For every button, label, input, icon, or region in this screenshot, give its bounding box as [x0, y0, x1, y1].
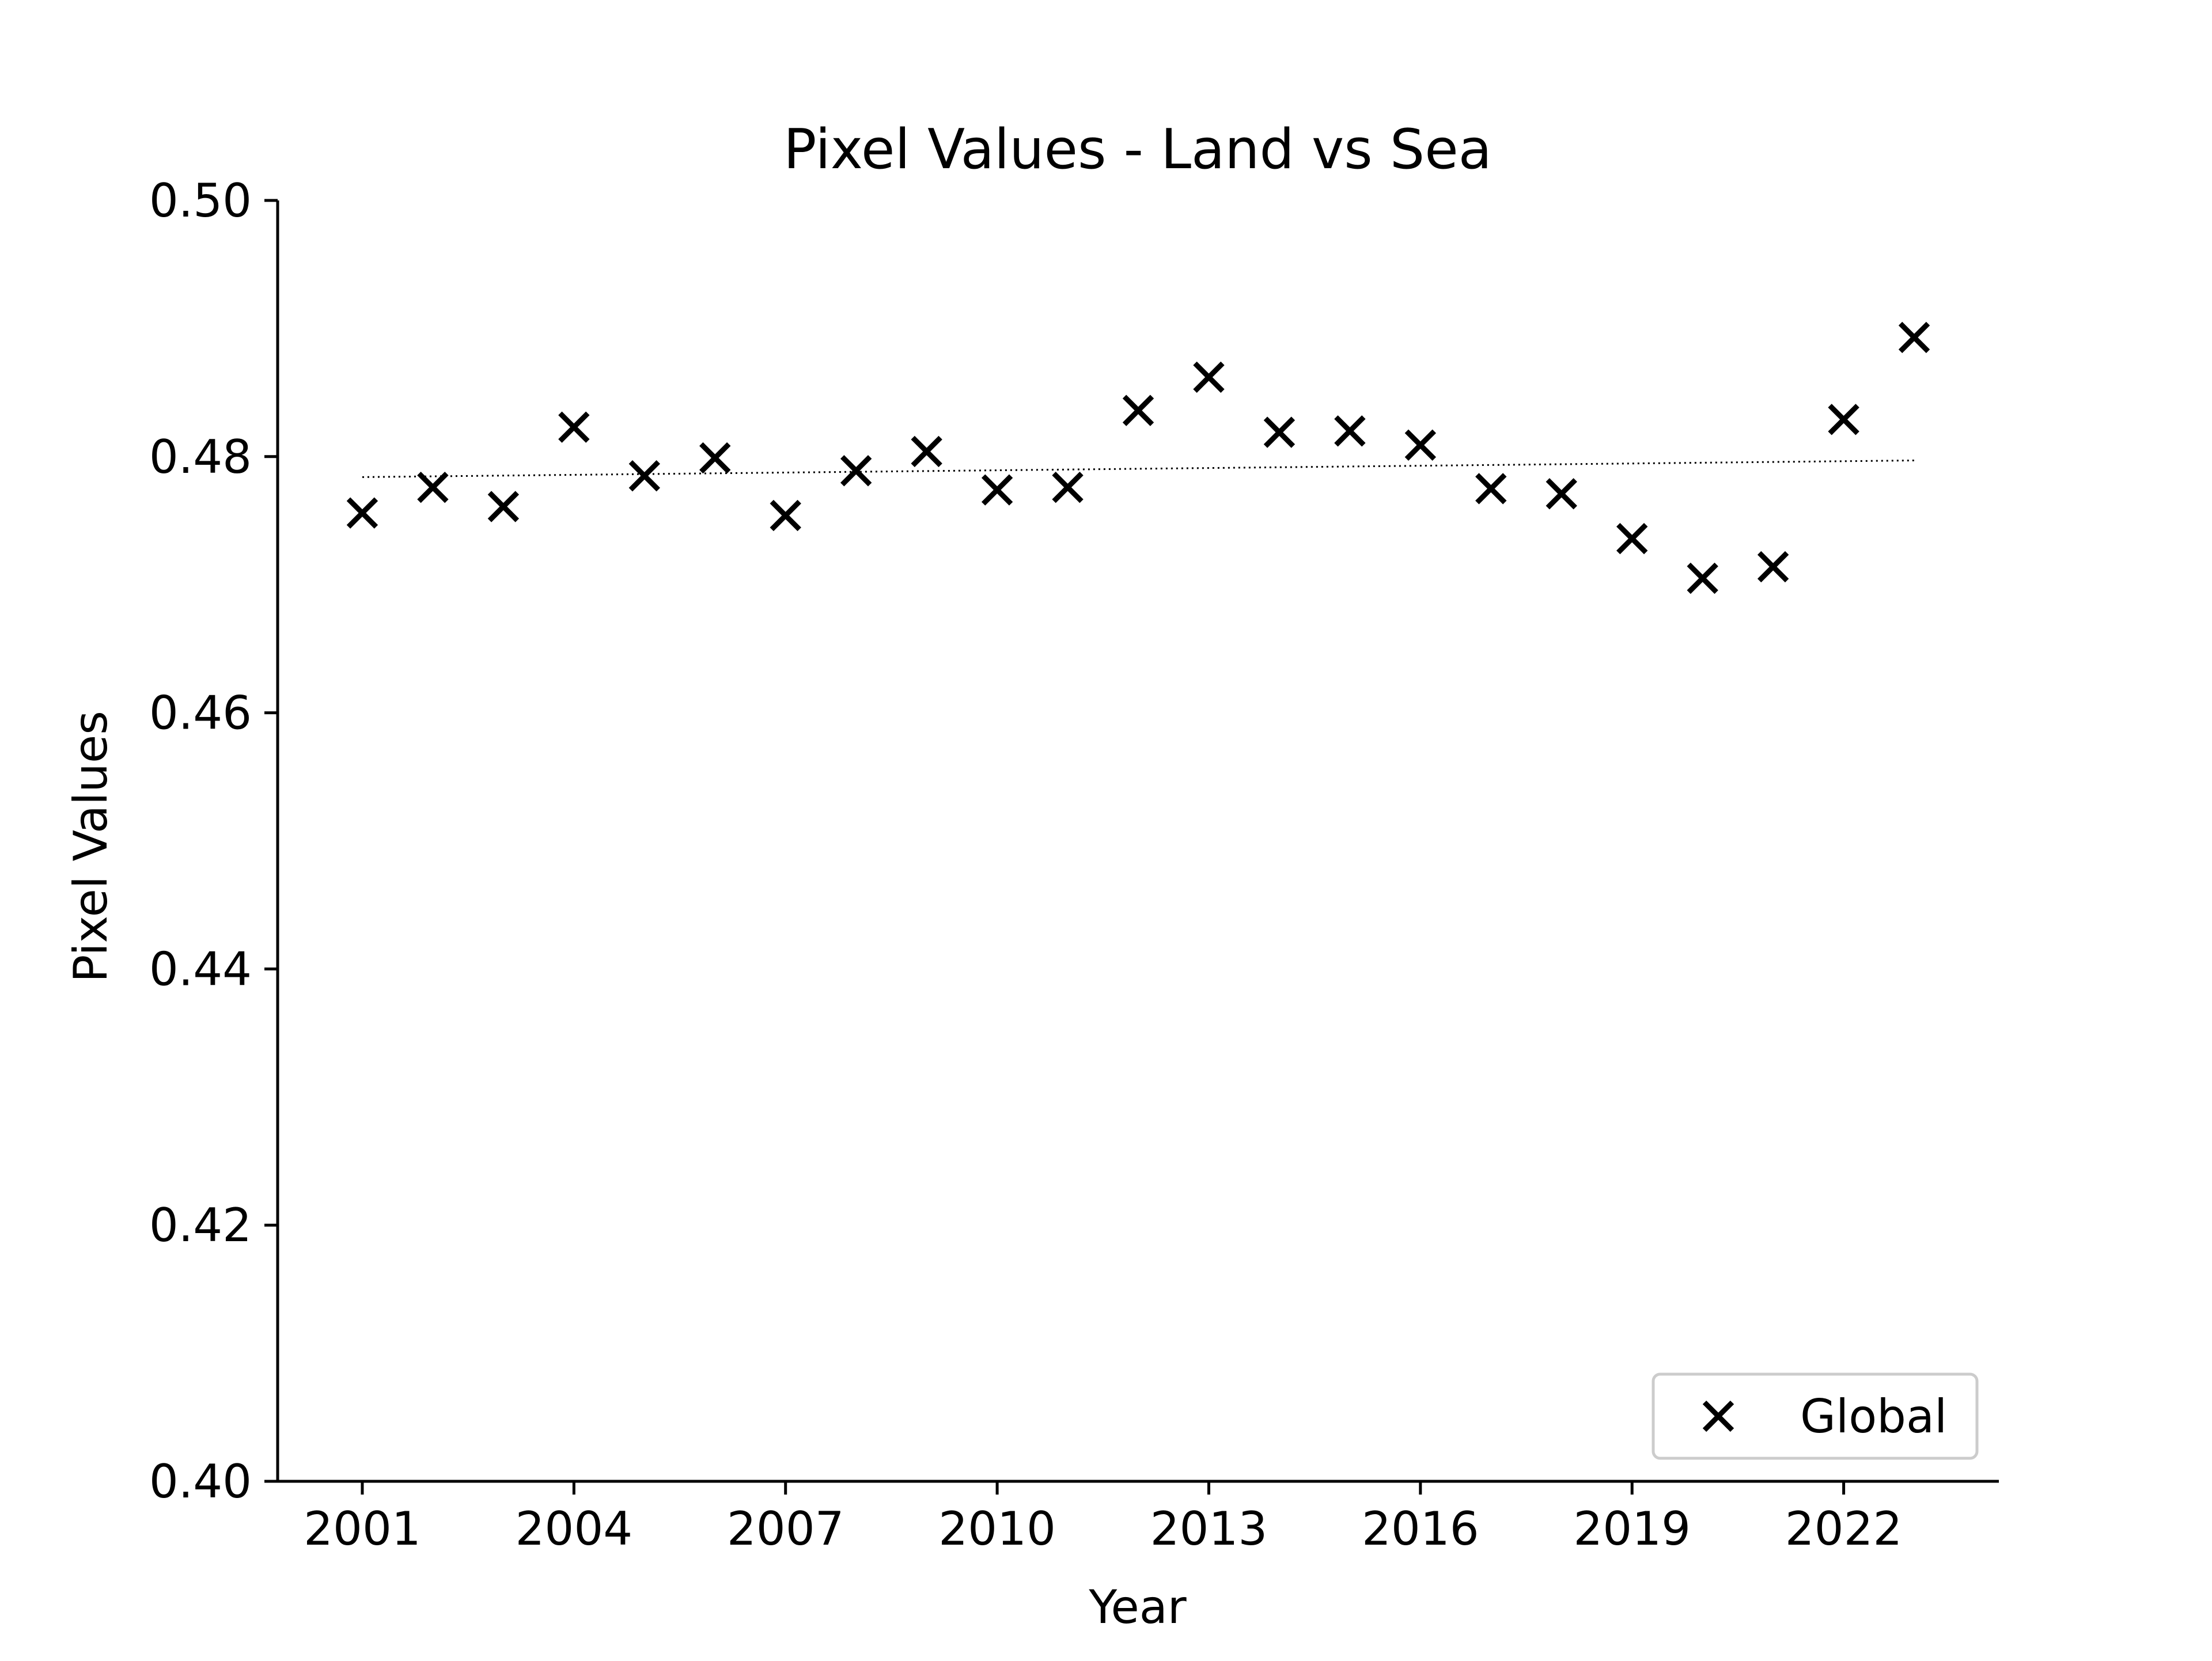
- data-point: [770, 499, 801, 532]
- chart-title: Pixel Values - Land vs Sea: [783, 118, 1492, 181]
- data-point: [1052, 471, 1084, 503]
- data-point: [699, 442, 731, 474]
- data-point: [1404, 429, 1437, 461]
- trend-line: [362, 459, 1915, 478]
- trend-line-group: [362, 459, 1915, 478]
- x-tick-label: 2007: [727, 1502, 844, 1556]
- y-tick-label: 0.40: [149, 1455, 252, 1508]
- data-point: [1193, 361, 1225, 393]
- x-tick-label: 2004: [516, 1502, 633, 1556]
- x-tick-label: 2016: [1362, 1502, 1479, 1556]
- x-axis-label: Year: [1088, 1580, 1186, 1634]
- data-point: [558, 411, 590, 443]
- x-tick-label: 2010: [938, 1502, 1056, 1556]
- x-tick-label: 2022: [1785, 1502, 1903, 1556]
- y-tick-label: 0.48: [149, 430, 252, 484]
- data-point: [1546, 478, 1577, 510]
- legend-marker-x-icon: [1702, 1400, 1734, 1432]
- data-point: [981, 474, 1013, 506]
- data-point: [1263, 416, 1296, 448]
- data-point: [840, 455, 872, 487]
- data-point: [346, 497, 378, 529]
- x-tick-label: 2019: [1573, 1502, 1691, 1556]
- data-points: [346, 321, 1930, 594]
- data-point: [1122, 395, 1154, 426]
- y-axis-label: Pixel Values: [64, 711, 118, 983]
- y-tick-label: 0.42: [149, 1199, 252, 1252]
- x-tick-label: 2001: [304, 1502, 421, 1556]
- data-point: [417, 471, 449, 503]
- legend-frame: [1652, 1372, 1979, 1460]
- axes: 2001 2004 2007 2010 2013 2016 2019 2022 0.40 0.42…: [149, 174, 1999, 1556]
- legend-label: Global: [1800, 1390, 1947, 1443]
- x-tick-label: 2013: [1150, 1502, 1268, 1556]
- data-point: [1687, 562, 1718, 594]
- data-point: [1757, 551, 1789, 583]
- data-point: [1334, 415, 1366, 447]
- y-tick-label: 0.44: [149, 942, 252, 996]
- legend: Global: [1652, 1372, 1979, 1460]
- y-tick-label: 0.46: [149, 687, 252, 740]
- data-point: [911, 435, 942, 468]
- data-point: [628, 460, 660, 492]
- data-point: [1898, 321, 1930, 354]
- data-point: [1616, 522, 1648, 555]
- data-point: [1828, 404, 1859, 435]
- data-point: [487, 491, 520, 522]
- y-tick-label: 0.50: [149, 174, 252, 227]
- data-point: [1475, 473, 1507, 505]
